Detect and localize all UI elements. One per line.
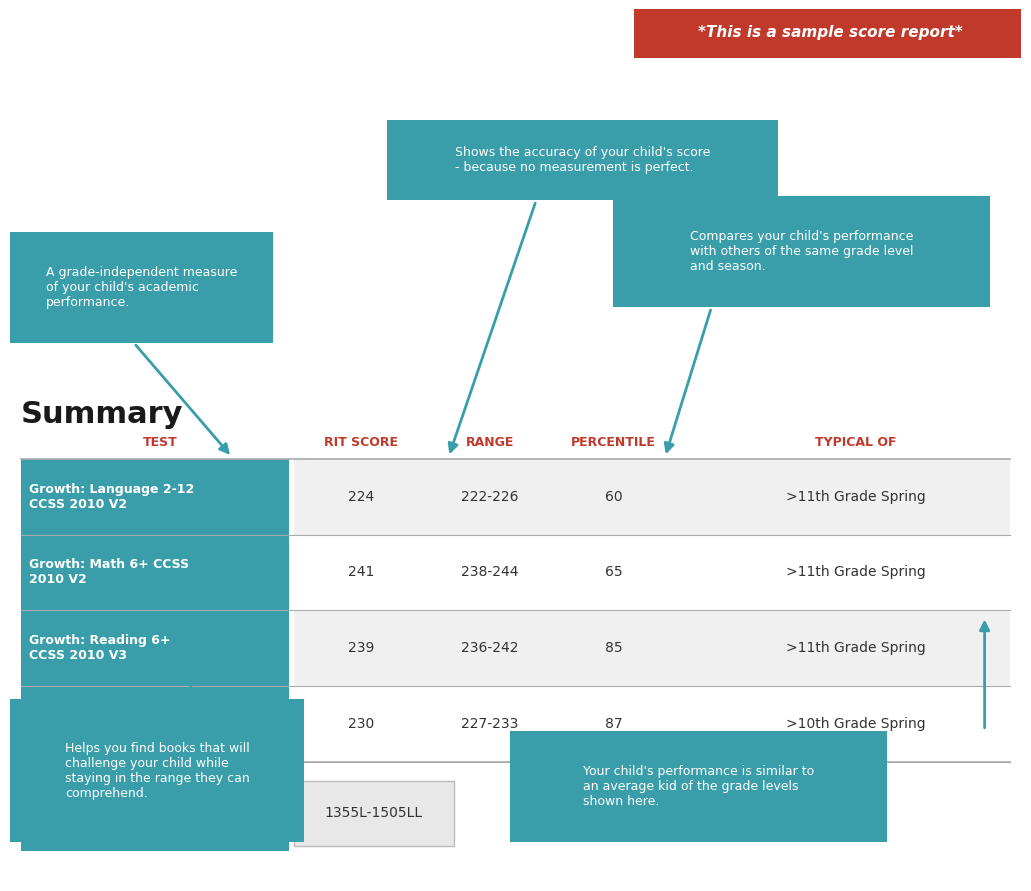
Text: 241: 241: [347, 566, 374, 579]
Text: 239: 239: [347, 642, 374, 655]
Text: RIT SCORE: RIT SCORE: [324, 437, 398, 449]
Text: Lexile Range: Lexile Range: [29, 806, 129, 820]
FancyBboxPatch shape: [294, 686, 1010, 762]
Text: Growth: Reading 6+
CCSS 2010 V3: Growth: Reading 6+ CCSS 2010 V3: [29, 634, 170, 662]
FancyBboxPatch shape: [294, 781, 454, 846]
FancyBboxPatch shape: [294, 535, 1010, 610]
Text: 227-233: 227-233: [461, 717, 519, 731]
Text: Shows the accuracy of your child's score
- because no measurement is perfect.: Shows the accuracy of your child's score…: [455, 146, 710, 175]
FancyBboxPatch shape: [510, 731, 887, 842]
Text: 236-242: 236-242: [461, 642, 519, 655]
Text: TEST: TEST: [142, 437, 177, 449]
Text: 87: 87: [604, 717, 623, 731]
FancyBboxPatch shape: [294, 610, 1010, 686]
Text: Growth: Science 9-12:
for use with NGSS 2013: Growth: Science 9-12: for use with NGSS …: [29, 710, 195, 738]
Text: RANGE: RANGE: [466, 437, 513, 449]
Text: *This is a sample score report*: *This is a sample score report*: [698, 26, 962, 40]
FancyBboxPatch shape: [21, 535, 289, 610]
FancyBboxPatch shape: [387, 120, 778, 200]
Text: >11th Grade Spring: >11th Grade Spring: [786, 490, 926, 503]
FancyBboxPatch shape: [294, 459, 1010, 535]
FancyBboxPatch shape: [21, 610, 289, 686]
FancyBboxPatch shape: [21, 459, 289, 535]
Text: 238-244: 238-244: [461, 566, 519, 579]
Text: Growth: Math 6+ CCSS
2010 V2: Growth: Math 6+ CCSS 2010 V2: [29, 559, 189, 586]
Text: >11th Grade Spring: >11th Grade Spring: [786, 642, 926, 655]
Text: TYPICAL OF: TYPICAL OF: [814, 437, 897, 449]
Text: 65: 65: [604, 566, 623, 579]
Text: 224: 224: [347, 490, 374, 503]
Text: 60: 60: [604, 490, 623, 503]
Text: PERCENTILE: PERCENTILE: [571, 437, 656, 449]
Text: Helps you find books that will
challenge your child while
staying in the range t: Helps you find books that will challenge…: [65, 741, 250, 800]
FancyBboxPatch shape: [10, 699, 304, 842]
Text: Compares your child's performance
with others of the same grade level
and season: Compares your child's performance with o…: [690, 230, 913, 274]
Text: 85: 85: [604, 642, 623, 655]
Text: Your child's performance is similar to
an average kid of the grade levels
shown : Your child's performance is similar to a…: [583, 764, 814, 808]
FancyBboxPatch shape: [634, 9, 1021, 58]
Text: >11th Grade Spring: >11th Grade Spring: [786, 566, 926, 579]
Text: 222-226: 222-226: [461, 490, 519, 503]
FancyBboxPatch shape: [21, 775, 289, 851]
Text: Growth: Language 2-12
CCSS 2010 V2: Growth: Language 2-12 CCSS 2010 V2: [29, 483, 194, 511]
Text: Summary: Summary: [21, 400, 184, 429]
Text: 230: 230: [347, 717, 374, 731]
Text: >10th Grade Spring: >10th Grade Spring: [786, 717, 926, 731]
Text: A grade-independent measure
of your child's academic
performance.: A grade-independent measure of your chil…: [46, 266, 237, 309]
FancyBboxPatch shape: [10, 232, 273, 343]
Text: 1355L-1505LL: 1355L-1505LL: [325, 806, 423, 820]
FancyBboxPatch shape: [21, 686, 289, 762]
FancyBboxPatch shape: [613, 196, 990, 307]
